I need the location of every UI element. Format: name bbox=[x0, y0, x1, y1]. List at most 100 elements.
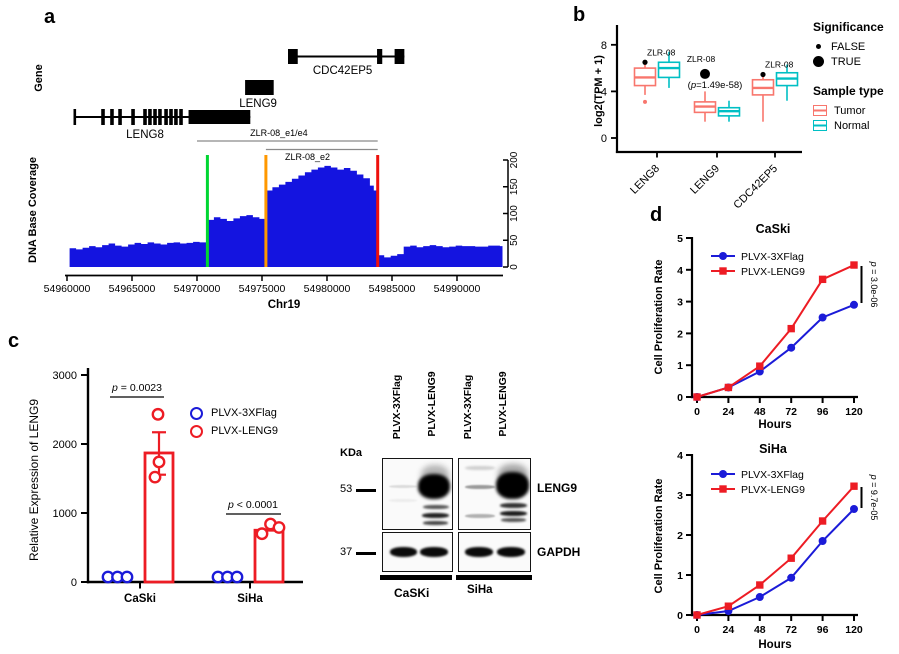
series-line-PLVX-3XFlag bbox=[696, 303, 855, 398]
lane-label-3: PLVX-3XFlag bbox=[462, 374, 474, 440]
leng9-main-band bbox=[418, 474, 450, 499]
x-tick-label: 54970000 bbox=[174, 283, 221, 295]
x-axis-title: Chr19 bbox=[268, 299, 301, 311]
degradation-band bbox=[422, 513, 449, 518]
y-tick-label: 2 bbox=[677, 328, 683, 340]
x-tick-label: 96 bbox=[817, 406, 829, 418]
legend-false-label: FALSE bbox=[831, 40, 866, 53]
legend-item-true: TRUE bbox=[813, 54, 899, 69]
data-point bbox=[724, 602, 733, 610]
x-tick-label: 72 bbox=[785, 624, 797, 636]
coverage-scale-label: 100 bbox=[509, 205, 520, 222]
y-tick-label: 0 bbox=[601, 133, 607, 145]
relative-expression-bar-chart: 0 1000 2000 3000 CaSki SiHa p = 0.0023 p < 0.00… bbox=[53, 368, 303, 605]
leng9-data-point bbox=[151, 407, 165, 421]
x-tick-label: 54990000 bbox=[434, 283, 481, 295]
flag-data-point bbox=[230, 570, 244, 584]
p-value-label: p < 0.0001 bbox=[227, 499, 278, 511]
tumor-boxkey-icon bbox=[813, 105, 827, 116]
degradation-band bbox=[500, 503, 527, 508]
series-line-PLVX-LENG9 bbox=[696, 264, 855, 398]
blot-group-siha-label: SiHa bbox=[467, 584, 493, 596]
y-tick-label: 0 bbox=[71, 577, 77, 589]
x-tick-label: 48 bbox=[754, 406, 766, 418]
faint-band bbox=[465, 514, 495, 518]
gapdh-blot-caski bbox=[382, 532, 453, 572]
sample-type-legend-title: Sample type bbox=[813, 84, 884, 98]
leng8-exon bbox=[101, 109, 105, 125]
x-axis-title: Hours bbox=[758, 419, 791, 431]
coverage-scale-label: 0 bbox=[509, 264, 520, 270]
data-point bbox=[818, 537, 827, 545]
data-point bbox=[693, 611, 701, 619]
kda-label: KDa bbox=[340, 447, 363, 459]
legend-item-plvx-3xflag: PLVX-3XFlag bbox=[190, 404, 278, 422]
category-label: CDC42EP5 bbox=[731, 163, 780, 212]
x-tick-label: 54985000 bbox=[369, 283, 416, 295]
gapdh-band bbox=[420, 547, 448, 557]
leng9-blot-caski bbox=[382, 458, 453, 530]
leng8-exon-block bbox=[188, 110, 251, 124]
blot-label-gapdh: GAPDH bbox=[537, 545, 581, 559]
degradation-band bbox=[423, 521, 448, 525]
lane-label-4: PLVX-LENG9 bbox=[497, 371, 509, 437]
leng9-blot-siha bbox=[458, 458, 531, 530]
coverage-scale-label: 200 bbox=[509, 151, 520, 168]
x-tick-label: 72 bbox=[785, 406, 797, 418]
zlr08-dot-label: ZLR-08 bbox=[765, 60, 794, 70]
data-point bbox=[787, 573, 796, 582]
y-tick-label: 8 bbox=[601, 40, 607, 52]
legend-true-label: TRUE bbox=[831, 55, 861, 68]
panel-d-label: d bbox=[650, 204, 663, 226]
siha-group-bar bbox=[456, 575, 532, 580]
data-point bbox=[850, 482, 858, 490]
legend-item-plvx-leng9: PLVX-LENG9 bbox=[190, 422, 278, 440]
large-dot-icon bbox=[813, 56, 824, 67]
x-tick-label: 120 bbox=[845, 624, 863, 636]
leng8-exon bbox=[174, 109, 178, 125]
marker-53-dash bbox=[356, 489, 376, 492]
leng9-data-point bbox=[272, 521, 286, 534]
p-value-label: p = 3.0e-06 bbox=[869, 261, 879, 308]
leng8-exon bbox=[148, 109, 152, 125]
zlr08-e2-label: ZLR-08_e2 bbox=[285, 152, 330, 162]
blot-group-caski-label: CaSKi bbox=[394, 586, 430, 600]
normal-boxkey-icon bbox=[813, 120, 827, 131]
legend-series-label: PLVX-LENG9 bbox=[741, 484, 805, 496]
y-tick-label: 4 bbox=[677, 265, 683, 277]
bar-chart-legend: PLVX-3XFlag PLVX-LENG9 bbox=[190, 404, 278, 440]
leng8-exon bbox=[158, 109, 162, 125]
caski-group-bar bbox=[380, 575, 452, 580]
data-point bbox=[818, 517, 827, 525]
x-axis-title: Hours bbox=[758, 639, 791, 651]
y-tick-label: 1 bbox=[677, 570, 683, 582]
y-tick-label: 2 bbox=[677, 530, 683, 542]
boxplot-legend: Significance FALSE TRUE Sample type Tumo… bbox=[813, 20, 899, 133]
data-point bbox=[850, 300, 858, 309]
x-tick-label: 54975000 bbox=[239, 283, 286, 295]
coverage-scale-label: 150 bbox=[509, 178, 520, 195]
leng8-gene-label: LENG8 bbox=[126, 129, 164, 141]
p-value-note: (p=1.49e-58) bbox=[688, 80, 743, 91]
degradation-band bbox=[500, 511, 527, 516]
leng8-exon bbox=[131, 109, 135, 125]
y-tick-label: 3 bbox=[677, 297, 683, 309]
data-point bbox=[818, 313, 827, 322]
legend-plvx-3xflag-label: PLVX-3XFlag bbox=[211, 407, 277, 419]
gapdh-band bbox=[465, 547, 493, 557]
data-point bbox=[724, 383, 733, 392]
small-dot-icon bbox=[816, 44, 821, 49]
legend-series-label: PLVX-3XFlag bbox=[741, 469, 804, 481]
data-point bbox=[787, 343, 796, 352]
significance-legend-title: Significance bbox=[813, 20, 884, 34]
legend-tumor-label: Tumor bbox=[834, 104, 866, 117]
leng9-gene-label: LENG9 bbox=[239, 98, 277, 110]
p-value-label: p = 9.7e-05 bbox=[869, 474, 879, 521]
y-tick-label: 0 bbox=[677, 610, 683, 622]
legend-series-label: PLVX-3XFlag bbox=[741, 251, 804, 263]
siha-proliferation-chart: SiHa 0 1 2 3 4 0 24 48 72 96 120 Hours PLVX-3XFlag PLV… bbox=[677, 442, 879, 651]
leng9-data-point bbox=[152, 455, 166, 469]
x-tick-label: 120 bbox=[845, 406, 863, 418]
bar-y-axis-label: Relative Expression of LENG9 bbox=[27, 398, 41, 562]
